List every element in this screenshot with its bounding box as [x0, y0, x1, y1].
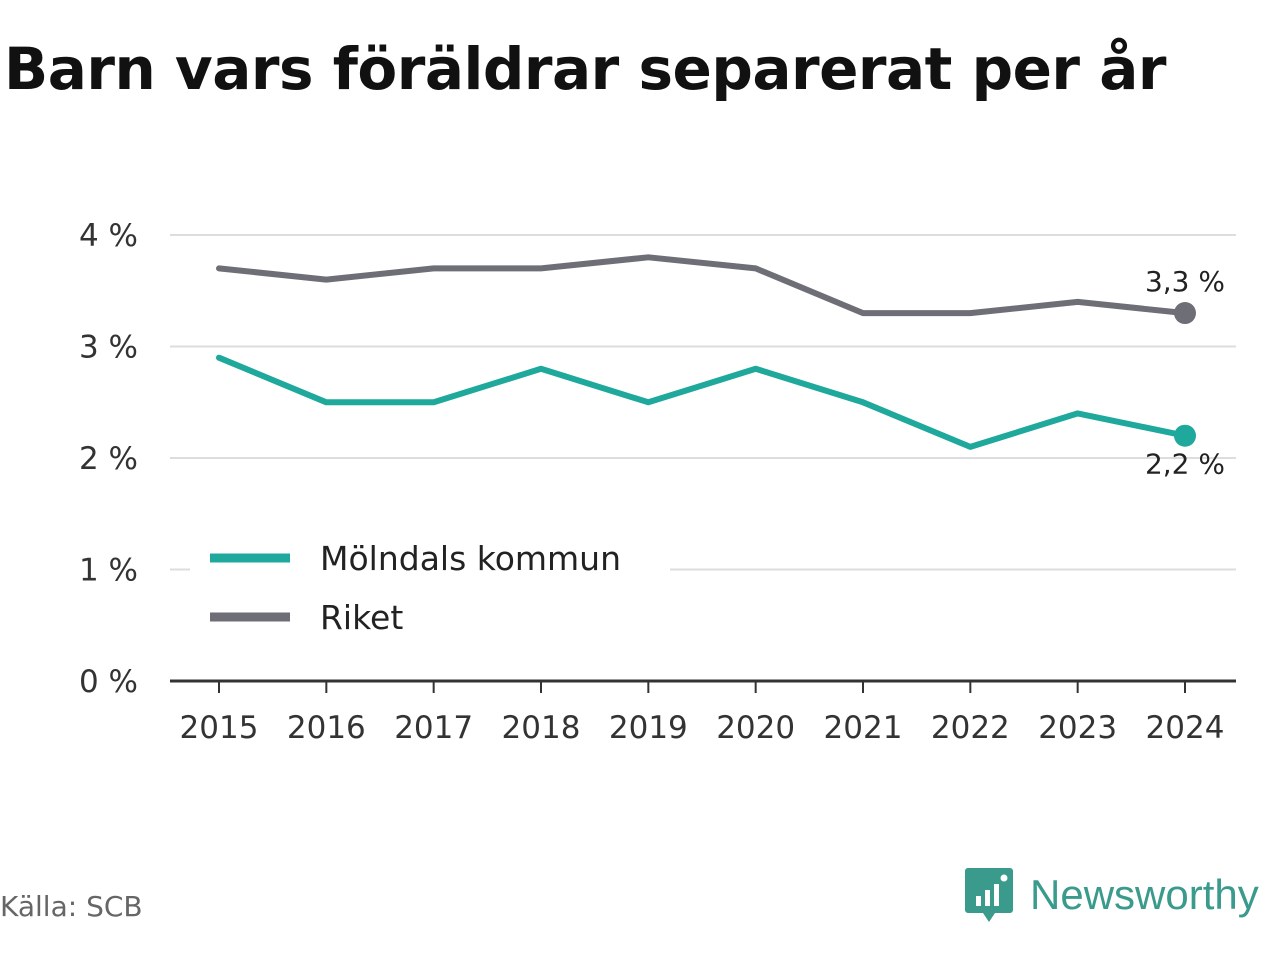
x-tick-label: 2015	[180, 710, 259, 746]
x-tick-label: 2022	[931, 710, 1010, 746]
series-end-label: 3,3 %	[1145, 265, 1225, 298]
legend-label: Riket	[320, 598, 403, 637]
series-line	[216, 354, 1188, 450]
x-tick-label: 2016	[287, 710, 366, 746]
axes: 0 % 1 % 2 % 3 % 4 % 2015 2016 2017 2018 2019 2020 2…	[79, 218, 1236, 746]
x-tick-label: 2019	[609, 710, 688, 746]
x-tick-label: 2024	[1146, 710, 1225, 746]
y-tick-label: 2 %	[79, 441, 138, 477]
y-tick-label: 3 %	[79, 330, 138, 366]
series-end-marker	[1174, 302, 1196, 325]
legend: Mölndals kommun Riket	[190, 530, 670, 658]
x-tick-label: 2018	[502, 710, 581, 746]
x-tick-label: 2020	[716, 710, 795, 746]
series-lines	[216, 254, 1196, 450]
x-tick-label: 2017	[394, 710, 473, 746]
x-tick-label: 2021	[824, 710, 903, 746]
legend-background	[190, 530, 670, 658]
source-note: Källa: SCB	[0, 890, 143, 923]
series-line	[216, 254, 1188, 317]
series-end-label: 2,2 %	[1145, 448, 1225, 481]
y-tick-label: 0 %	[79, 664, 138, 700]
series-end-marker	[1174, 424, 1196, 447]
end-labels: 2,2 % 3,3 %	[1145, 265, 1225, 481]
y-tick-label: 4 %	[79, 218, 138, 254]
legend-label: Mölndals kommun	[320, 539, 621, 578]
brand-name: Newsworthy	[1030, 871, 1259, 918]
y-tick-label: 1 %	[79, 553, 138, 589]
chart-title: Barn vars föräldrar separerat per år	[4, 35, 1166, 103]
brand-logo: Newsworthy	[964, 866, 1259, 924]
x-tick-label: 2023	[1038, 710, 1117, 746]
chart-bubble-icon	[965, 868, 1013, 922]
